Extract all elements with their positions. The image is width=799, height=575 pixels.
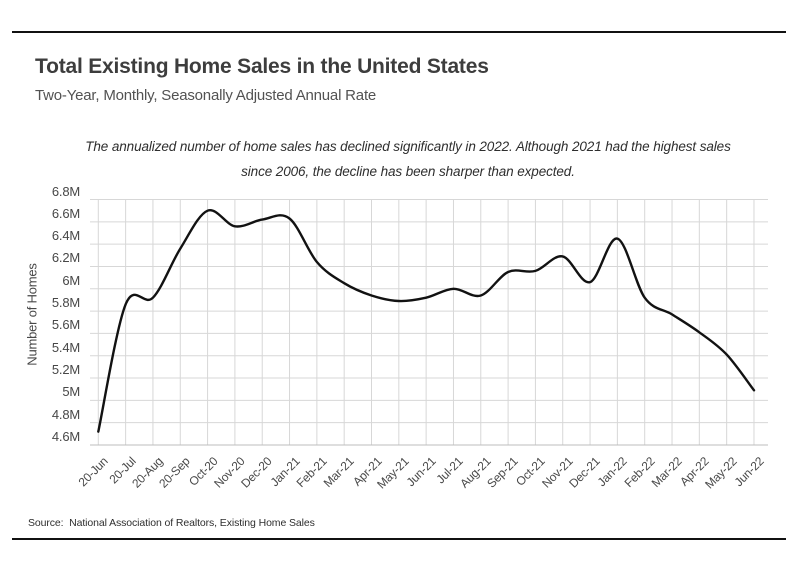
chart-annotation: The annualized number of home sales has … xyxy=(33,134,783,184)
page-title: Total Existing Home Sales in the United … xyxy=(35,55,489,78)
annotation-line-2: since 2006, the decline has been sharper… xyxy=(241,164,575,179)
top-rule xyxy=(12,31,786,33)
gridlines xyxy=(90,199,768,446)
y-tick-label: 4.6M xyxy=(51,429,80,444)
y-tick-label: 6.6M xyxy=(51,205,80,221)
y-tick-label: 5.8M xyxy=(51,295,80,311)
y-tick-label: 5.2M xyxy=(51,362,80,378)
y-tick-label: 6M xyxy=(62,272,80,288)
y-tick-label: 5M xyxy=(62,384,80,400)
annotation-line-1: The annualized number of home sales has … xyxy=(85,139,731,154)
home-sales-line xyxy=(97,209,756,433)
page-subtitle: Two-Year, Monthly, Seasonally Adjusted A… xyxy=(35,87,377,104)
bottom-rule xyxy=(12,538,786,540)
y-tick-label: 4.8M xyxy=(51,406,80,422)
source-text: Source: National Association of Realtors… xyxy=(28,517,315,529)
y-tick-label: 6.8M xyxy=(51,183,80,199)
y-tick-label: 6.4M xyxy=(51,228,80,244)
y-tick-label: 5.4M xyxy=(51,339,80,355)
y-tick-label: 6.2M xyxy=(51,250,80,266)
y-tick-label: 5.6M xyxy=(51,317,80,333)
